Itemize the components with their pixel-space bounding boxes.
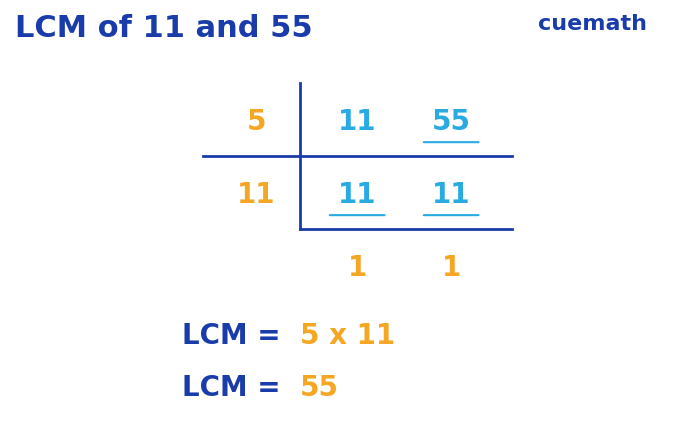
Text: 55: 55 [300, 374, 339, 402]
Text: LCM =: LCM = [182, 322, 290, 350]
Text: 1: 1 [348, 254, 367, 282]
Text: 11: 11 [338, 181, 376, 209]
Text: 5: 5 [247, 108, 266, 136]
Text: 55: 55 [432, 108, 471, 136]
Text: 11: 11 [237, 181, 276, 209]
Text: LCM of 11 and 55: LCM of 11 and 55 [15, 14, 313, 43]
Text: LCM =: LCM = [182, 374, 290, 402]
Text: 1: 1 [441, 254, 461, 282]
Text: 11: 11 [338, 108, 376, 136]
Text: cuemath: cuemath [538, 14, 647, 34]
Text: 11: 11 [432, 181, 471, 209]
Text: 5 x 11: 5 x 11 [300, 322, 395, 350]
